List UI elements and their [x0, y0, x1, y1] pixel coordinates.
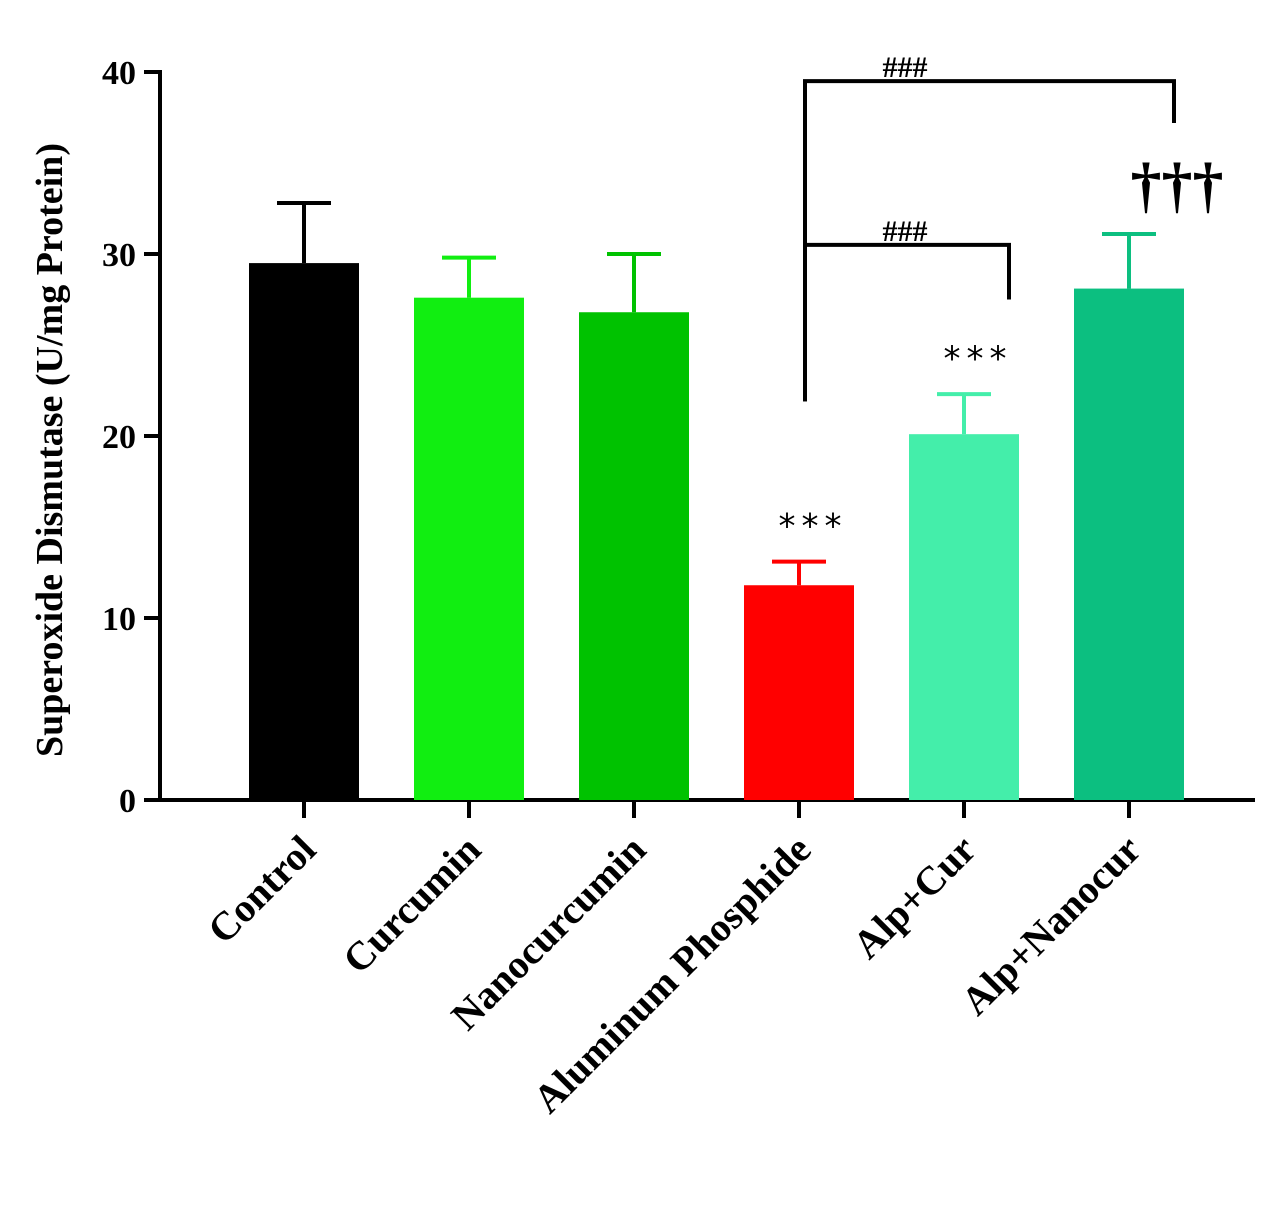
y-tick-label: 0 [119, 783, 136, 820]
bar [249, 263, 359, 801]
x-tick-label: Alp+Cur [844, 827, 985, 968]
star-significance-label: *** [944, 339, 1013, 379]
y-tick-label: 10 [102, 601, 136, 638]
bracket-significance-label: ### [883, 215, 928, 248]
bar [414, 297, 524, 800]
y-tick-label: 30 [102, 237, 136, 274]
bracket-significance-label: ### [883, 51, 928, 84]
bar [744, 585, 854, 800]
bar [579, 312, 689, 800]
y-tick-label: 20 [102, 419, 136, 456]
bars-layer [249, 201, 1184, 801]
x-tick-label: Curcumin [334, 827, 489, 982]
star-significance-label: *** [779, 507, 848, 547]
bar [1074, 288, 1184, 800]
x-tick-label: Control [199, 827, 325, 953]
y-tick-label: 40 [102, 55, 136, 92]
y-axis-title: Superoxide Dismutase (U/mg Protein) [29, 143, 71, 757]
annotations-layer: *** *** ††† ### ### [779, 51, 1224, 546]
comparison-bracket [803, 79, 1176, 402]
bar [909, 434, 1019, 800]
x-tick-label: Aluminum Phosphide [524, 827, 819, 1122]
dagger-significance-label: ††† [1131, 152, 1224, 220]
